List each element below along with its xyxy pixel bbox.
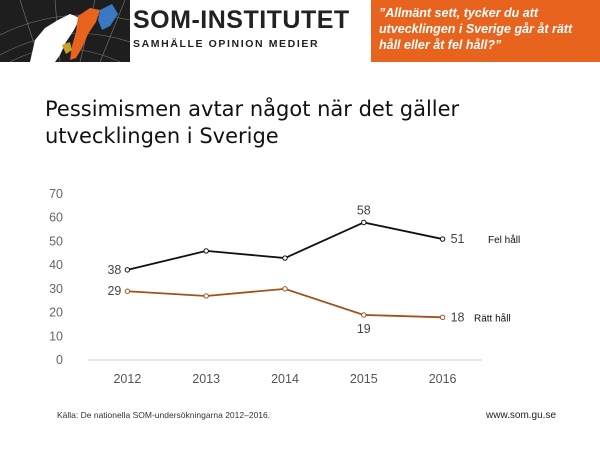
- data-point: [439, 314, 446, 321]
- data-point: [203, 293, 209, 299]
- series-line: [127, 287, 443, 319]
- x-tick-label: 2013: [192, 372, 220, 386]
- y-tick-label: 30: [49, 282, 63, 296]
- data-point: [203, 248, 209, 254]
- y-tick-label: 40: [49, 258, 63, 272]
- x-tick-label: 2016: [429, 372, 457, 386]
- y-tick-label: 70: [49, 187, 63, 201]
- data-point: [361, 219, 367, 226]
- data-label: 58: [357, 203, 371, 217]
- x-tick-label: 2012: [113, 372, 141, 386]
- data-label: 18: [451, 310, 465, 324]
- survey-question: ”Allmänt sett, tycker du att utvecklinge…: [371, 0, 600, 62]
- x-tick-label: 2014: [271, 372, 299, 386]
- data-label: 19: [357, 322, 371, 336]
- y-tick-label: 50: [49, 234, 63, 248]
- y-tick-label: 10: [49, 329, 63, 343]
- header: SOM-INSTITUTET SAMHÄLLE OPINION MEDIER ”…: [0, 0, 600, 62]
- data-label: 51: [451, 232, 465, 246]
- data-point: [124, 267, 131, 273]
- logo-subtitle: SAMHÄLLE OPINION MEDIER: [133, 38, 320, 50]
- series-line: [127, 221, 443, 271]
- data-point: [282, 255, 288, 261]
- chart-title: Pessimismen avtar något när det gäller u…: [45, 97, 460, 148]
- data-point: [282, 286, 288, 292]
- logo-map-graphic: [0, 0, 130, 62]
- logo-map: [0, 0, 130, 62]
- legend-label: Rätt håll: [474, 312, 511, 324]
- source-note: Källa: De nationella SOM-undersökningarn…: [57, 410, 271, 420]
- data-point: [124, 288, 131, 294]
- logo-title: SOM-INSTITUTET: [133, 6, 350, 34]
- y-tick-label: 0: [56, 353, 63, 367]
- data-label: 29: [107, 284, 121, 298]
- logo: SOM-INSTITUTET SAMHÄLLE OPINION MEDIER: [133, 6, 350, 50]
- data-point: [361, 312, 367, 318]
- website-url: www.som.gu.se: [486, 410, 557, 421]
- y-tick-label: 20: [49, 306, 63, 320]
- y-tick-label: 60: [49, 211, 63, 225]
- data-point: [439, 236, 446, 242]
- legend-label: Fel håll: [488, 234, 520, 246]
- x-tick-label: 2015: [350, 372, 378, 386]
- data-label: 38: [107, 263, 121, 277]
